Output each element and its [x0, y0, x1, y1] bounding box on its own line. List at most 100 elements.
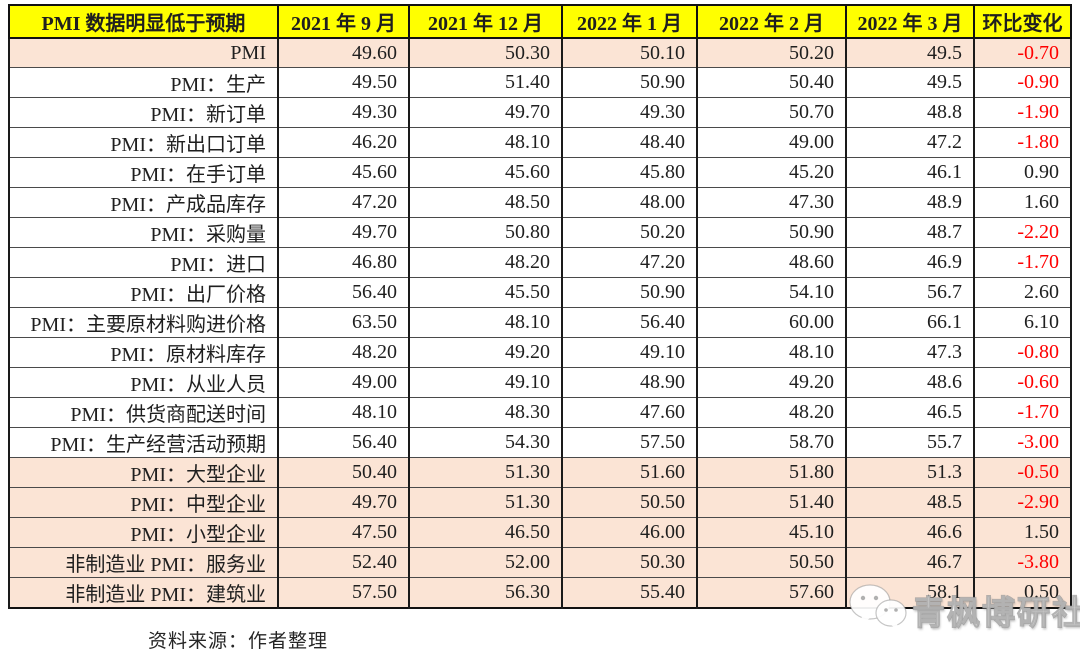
- data-cell: 50.50: [696, 547, 847, 578]
- data-cell: 48.8: [845, 97, 975, 128]
- row-label: PMI：主要原材料购进价格: [8, 307, 279, 338]
- data-cell: 46.9: [845, 247, 975, 278]
- row-label: PMI：中型企业: [8, 487, 279, 518]
- source-note: 资料来源：作者整理: [148, 631, 329, 652]
- data-cell: 48.20: [277, 337, 410, 368]
- pmi-data-table-wrap: PMI 数据明显低于预期 2021 年 9 月 2021 年 12 月 2022 年 …: [8, 4, 1072, 609]
- data-cell: 49.30: [561, 97, 698, 128]
- data-cell: 51.80: [696, 457, 847, 488]
- data-cell: -0.50: [973, 457, 1072, 488]
- table-row: PMI：小型企业 47.50 46.50 46.00 45.10 46.6 1.50: [8, 517, 1072, 548]
- data-cell: 49.70: [408, 97, 563, 128]
- data-cell: 48.60: [696, 247, 847, 278]
- table-row: 非制造业 PMI：建筑业 57.50 56.30 55.40 57.60 58.1 0.50: [8, 577, 1072, 609]
- row-label: PMI：在手订单: [8, 157, 279, 188]
- table-row: PMI：生产经营活动预期 56.40 54.30 57.50 58.70 55.7 -3.0…: [8, 427, 1072, 458]
- data-cell: 49.70: [277, 217, 410, 248]
- data-cell: 57.50: [561, 427, 698, 458]
- data-cell: 58.70: [696, 427, 847, 458]
- data-cell: 50.80: [408, 217, 563, 248]
- data-cell: -2.90: [973, 487, 1072, 518]
- table-row: PMI：主要原材料购进价格 63.50 48.10 56.40 60.00 66.1 6.1…: [8, 307, 1072, 338]
- data-cell: 46.7: [845, 547, 975, 578]
- row-label: PMI：进口: [8, 247, 279, 278]
- data-cell: 47.20: [561, 247, 698, 278]
- data-cell: -1.80: [973, 127, 1072, 158]
- column-header: 2021 年 12 月: [408, 4, 563, 39]
- data-cell: 50.20: [696, 37, 847, 68]
- data-cell: 6.10: [973, 307, 1072, 338]
- row-label: PMI：新订单: [8, 97, 279, 128]
- table-row: PMI：产成品库存 47.20 48.50 48.00 47.30 48.9 1.60: [8, 187, 1072, 218]
- data-cell: 51.40: [408, 67, 563, 98]
- data-cell: 45.50: [408, 277, 563, 308]
- table-row: PMI 49.60 50.30 50.10 50.20 49.5 -0.70: [8, 37, 1072, 68]
- data-cell: 49.70: [277, 487, 410, 518]
- row-label: PMI：生产: [8, 67, 279, 98]
- data-cell: 60.00: [696, 307, 847, 338]
- data-cell: 50.70: [696, 97, 847, 128]
- row-label: 非制造业 PMI：建筑业: [8, 577, 279, 609]
- data-cell: 54.30: [408, 427, 563, 458]
- data-cell: 50.50: [561, 487, 698, 518]
- table-row: PMI：出厂价格 56.40 45.50 50.90 54.10 56.7 2.60: [8, 277, 1072, 308]
- data-cell: 46.00: [561, 517, 698, 548]
- data-cell: 48.7: [845, 217, 975, 248]
- row-label: PMI：采购量: [8, 217, 279, 248]
- data-cell: 48.6: [845, 367, 975, 398]
- data-cell: 49.00: [696, 127, 847, 158]
- data-cell: 45.80: [561, 157, 698, 188]
- data-cell: 1.60: [973, 187, 1072, 218]
- data-cell: 51.3: [845, 457, 975, 488]
- data-cell: 48.00: [561, 187, 698, 218]
- table-row: PMI：采购量 49.70 50.80 50.20 50.90 48.7 -2.20: [8, 217, 1072, 248]
- data-cell: 48.10: [408, 307, 563, 338]
- data-cell: -1.90: [973, 97, 1072, 128]
- table-row: PMI：新出口订单 46.20 48.10 48.40 49.00 47.2 -1.80: [8, 127, 1072, 158]
- data-cell: 51.30: [408, 457, 563, 488]
- data-cell: 50.40: [277, 457, 410, 488]
- row-label: PMI：产成品库存: [8, 187, 279, 218]
- data-cell: 45.60: [277, 157, 410, 188]
- data-cell: 46.50: [408, 517, 563, 548]
- data-cell: 49.5: [845, 37, 975, 68]
- data-cell: 52.00: [408, 547, 563, 578]
- data-cell: 56.30: [408, 577, 563, 609]
- row-label: PMI：大型企业: [8, 457, 279, 488]
- column-header: 2022 年 3 月: [845, 4, 975, 39]
- data-cell: 57.60: [696, 577, 847, 609]
- data-cell: 49.30: [277, 97, 410, 128]
- data-cell: 50.10: [561, 37, 698, 68]
- data-cell: 48.40: [561, 127, 698, 158]
- row-label: PMI：供货商配送时间: [8, 397, 279, 428]
- data-cell: 48.90: [561, 367, 698, 398]
- data-cell: 45.60: [408, 157, 563, 188]
- data-cell: 51.40: [696, 487, 847, 518]
- table-row: PMI：原材料库存 48.20 49.20 49.10 48.10 47.3 -0.80: [8, 337, 1072, 368]
- data-cell: 48.10: [277, 397, 410, 428]
- data-cell: -0.70: [973, 37, 1072, 68]
- row-label: PMI：新出口订单: [8, 127, 279, 158]
- data-cell: 46.6: [845, 517, 975, 548]
- data-cell: 56.40: [277, 427, 410, 458]
- data-cell: 47.60: [561, 397, 698, 428]
- data-cell: 49.10: [561, 337, 698, 368]
- data-cell: -3.80: [973, 547, 1072, 578]
- data-cell: 46.20: [277, 127, 410, 158]
- data-cell: 54.10: [696, 277, 847, 308]
- table-body: PMI 49.60 50.30 50.10 50.20 49.5 -0.70 PMI：生产 49…: [8, 37, 1072, 609]
- data-cell: 48.20: [696, 397, 847, 428]
- table-header: PMI 数据明显低于预期 2021 年 9 月 2021 年 12 月 2022 年 …: [8, 4, 1072, 39]
- data-cell: 49.50: [277, 67, 410, 98]
- row-label: PMI：原材料库存: [8, 337, 279, 368]
- pmi-data-table: PMI 数据明显低于预期 2021 年 9 月 2021 年 12 月 2022 年 …: [8, 4, 1072, 609]
- table-row: PMI：中型企业 49.70 51.30 50.50 51.40 48.5 -2.90: [8, 487, 1072, 518]
- data-cell: 48.50: [408, 187, 563, 218]
- table-row: PMI：供货商配送时间 48.10 48.30 47.60 48.20 46.5 -1.70: [8, 397, 1072, 428]
- data-cell: 49.20: [408, 337, 563, 368]
- data-cell: 49.5: [845, 67, 975, 98]
- data-cell: 56.40: [561, 307, 698, 338]
- data-cell: -1.70: [973, 397, 1072, 428]
- data-cell: 45.10: [696, 517, 847, 548]
- data-cell: 0.90: [973, 157, 1072, 188]
